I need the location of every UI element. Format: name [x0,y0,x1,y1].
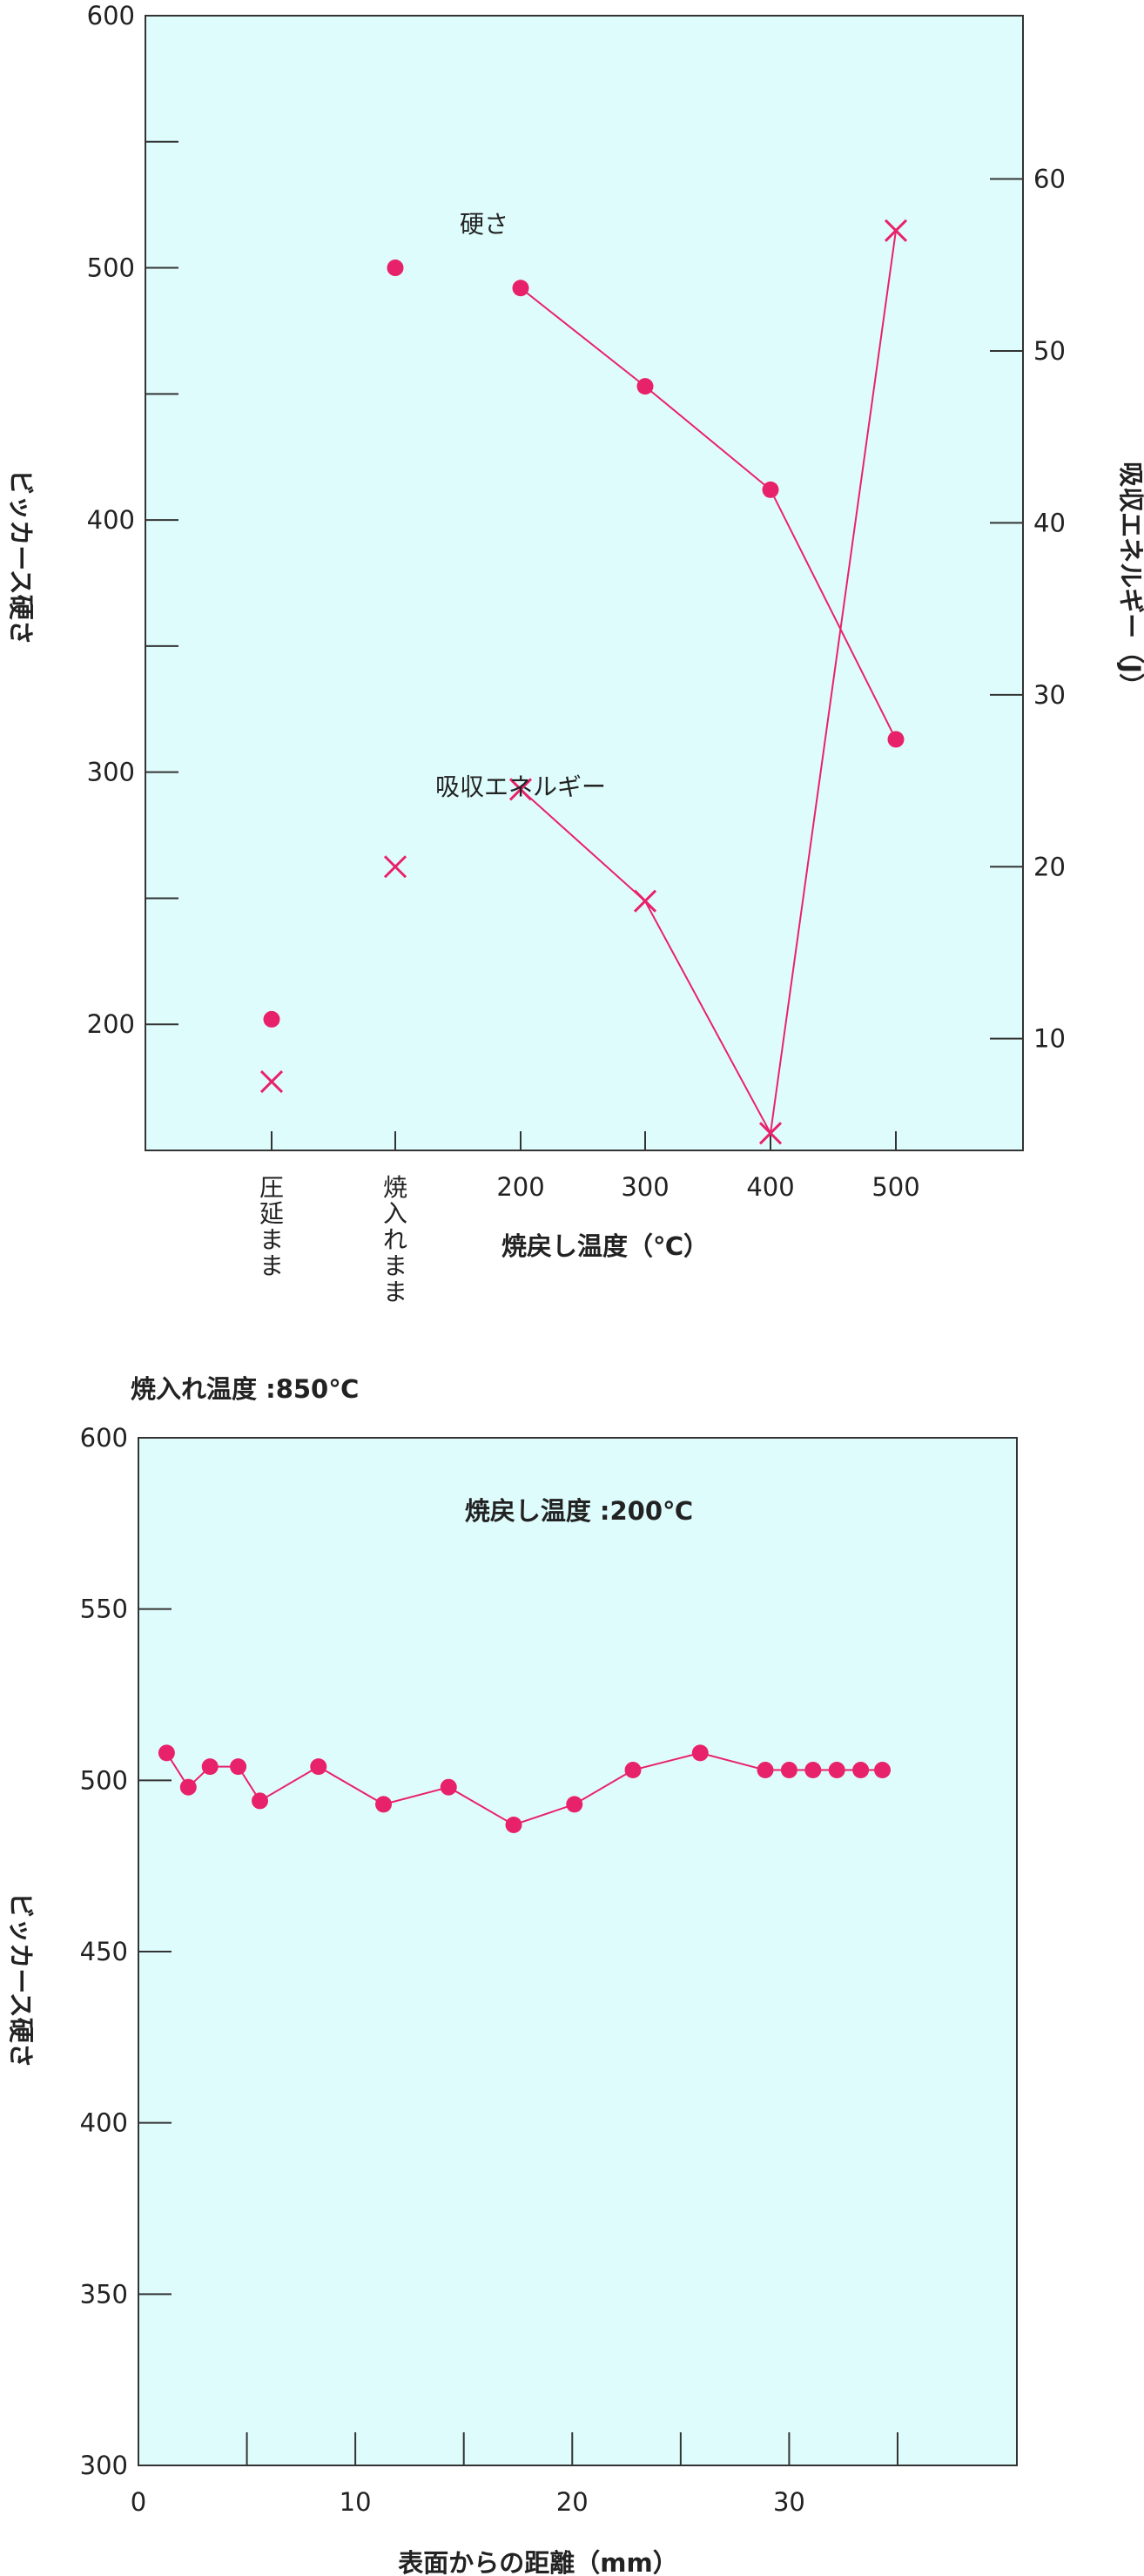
depth-hardness-marker [852,1762,870,1779]
x-axis-category-label-char: ま [383,1251,407,1280]
right-axis-tick-label: 10 [1033,1024,1066,1054]
x-axis-tick-label: 500 [871,1172,919,1202]
hardness-marker [263,1010,280,1028]
x-axis-category-label-char: ま [383,1278,407,1306]
x-axis-tick-label: 200 [496,1172,544,1202]
depth-y-axis-tick-label: 550 [80,1595,128,1624]
right-axis-tick-label: 40 [1033,508,1066,537]
depth-x-axis-tick-label: 20 [556,2487,589,2517]
left-axis-tick-label: 500 [87,253,135,283]
depth-hardness-marker [804,1762,822,1779]
depth-tick-labels: 300 350 400 450 500 550 600 0 10 20 30 [80,1423,805,2517]
x-axis-category-label-char: ま [259,1251,284,1280]
hardness-series-label: 硬さ [460,210,508,239]
energy-marker-stroke [259,1069,284,1094]
depth-y-axis-tick-label: 300 [80,2451,128,2480]
x-axis-category-label-char: 焼 [383,1173,407,1202]
depth-y-axis-tick-label: 400 [80,2108,128,2138]
depth-hardness-marker [505,1816,522,1833]
energy-marker [383,855,407,879]
series-line-hardness [520,287,897,740]
depth-hardness-marker [757,1762,774,1779]
right-axis-tick-label: 30 [1033,680,1066,710]
left-axis-title: ビッカース硬さ [6,469,36,645]
depth-hardness-marker [566,1796,583,1813]
quench-temperature-header: 焼入れ温度 :850℃ [131,1374,359,1404]
right-axis-tick-label: 60 [1033,165,1066,194]
x-axis-tick-label: 400 [746,1172,794,1202]
depth-x-axis-title: 表面からの距離（mm） [398,2548,677,2576]
right-axis-title: 吸収エネルギー（J） [1116,462,1144,698]
depth-hardness-marker [440,1778,457,1796]
hardness-marker [512,280,529,297]
x-axis-title: 焼戻し温度（℃） [501,1231,709,1261]
tempering-plot-area [145,16,1023,1150]
depth-plot-area [138,1438,1017,2465]
depth-axes [138,1437,1018,2466]
left-axis-tick-label: 200 [87,1009,135,1039]
energy-marker [633,889,657,913]
x-axis-tick-label: 300 [621,1172,669,1202]
left-axis-tick-label: 600 [87,1,135,30]
right-axis-tick-label: 20 [1033,852,1066,881]
x-axis-category-label-char: 延 [259,1199,284,1228]
depth-hardness-marker [780,1762,797,1779]
energy-marker [884,219,908,242]
energy-marker [758,1122,783,1145]
depth-hardness-marker [158,1744,175,1762]
energy-marker-stroke [383,855,407,879]
depth-hardness-marker [252,1792,269,1810]
energy-marker-stroke [758,1122,783,1145]
hardness-marker [387,260,404,277]
depth-y-axis-tick-label: 500 [80,1765,128,1795]
hardness-marker [636,378,654,395]
left-axis-tick-label: 400 [87,505,135,535]
tempering-plot-frame [145,15,1024,1151]
x-axis-category-label-char: 入 [383,1199,407,1228]
depth-hardness-marker [179,1778,197,1796]
depth-hardness-marker [230,1758,247,1776]
depth-hardness-marker [828,1762,845,1779]
x-axis-category-label-char: ま [259,1225,284,1254]
depth-hardness-marker [310,1758,327,1776]
depth-hardness-marker [375,1796,393,1813]
energy-marker [508,778,533,801]
tempering-series-lines [520,230,897,1136]
hardness-marker [762,481,779,498]
energy-marker-stroke [633,889,657,913]
x-axis-category-label-char: れ [383,1225,407,1254]
depth-series-markers [158,1744,892,1833]
energy-series-label: 吸収エネルギー [435,772,606,801]
depth-y-axis-tick-label: 350 [80,2279,128,2309]
left-axis-tick-label: 300 [87,758,135,787]
depth-hardness-marker [624,1762,642,1779]
depth-hardness-marker [201,1758,219,1776]
energy-marker [259,1069,284,1094]
temper-temperature-annotation: 焼戻し温度 :200℃ [465,1496,693,1526]
energy-marker-stroke [884,219,908,242]
x-axis-category-label-char: 圧 [259,1173,284,1202]
depth-hardness-marker [874,1762,892,1779]
energy-marker-stroke [508,778,533,801]
depth-y-axis-title: ビッカース硬さ [6,1892,36,2068]
depth-y-axis-tick-label: 600 [80,1423,128,1453]
depth-x-axis-tick-label: 0 [131,2487,146,2517]
tempering-axes [145,15,1024,1151]
right-axis-tick-label: 50 [1033,336,1066,366]
hardness-marker [887,731,905,748]
depth-y-axis-tick-label: 450 [80,1937,128,1966]
depth-x-axis-tick-label: 30 [773,2487,805,2517]
depth-hardness-marker [691,1744,709,1762]
tempering-series-markers [259,219,908,1145]
depth-x-axis-tick-label: 10 [340,2487,372,2517]
series-line-energy [520,230,897,1136]
